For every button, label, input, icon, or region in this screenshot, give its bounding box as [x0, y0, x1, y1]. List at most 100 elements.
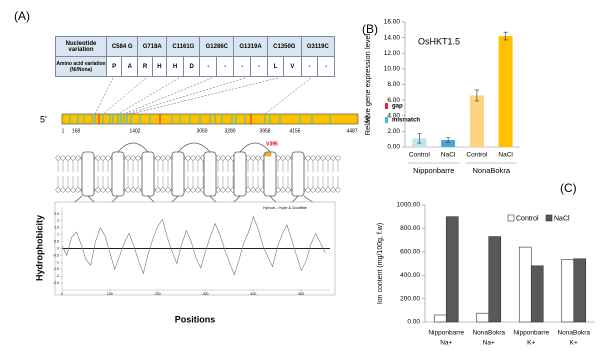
loop — [177, 142, 211, 153]
legend-swatch — [545, 214, 553, 222]
panel-label: (C) — [560, 181, 577, 195]
lipid-head — [60, 155, 66, 161]
x-tick-label: K+ — [527, 340, 535, 347]
x-tick-label: Control — [466, 152, 488, 159]
x-tick-label: 100 — [107, 292, 113, 296]
helix — [263, 151, 277, 197]
bar — [498, 36, 513, 147]
lipid-head — [190, 187, 196, 193]
y-tick-label: 1 — [57, 233, 59, 237]
x-tick-label: Na+ — [483, 340, 495, 347]
lipid-head — [160, 155, 166, 161]
cell: Amino acid variation (Ni/Nona) — [55, 56, 107, 77]
y-tick-label: -1.5 — [53, 267, 59, 271]
helix — [233, 151, 247, 197]
lipid-head — [135, 187, 141, 193]
lipid-head — [315, 155, 321, 161]
cell: - — [300, 56, 319, 77]
loop — [117, 142, 149, 153]
y-tick-label: 1.5 — [54, 226, 59, 230]
y-tick-label: 2.00 — [387, 128, 400, 135]
bar — [445, 216, 459, 323]
lipid-head — [225, 187, 231, 193]
cell: A — [121, 56, 139, 77]
map-position: 3050 — [196, 128, 207, 134]
membrane-label: V395 — [266, 141, 278, 147]
lipid-head — [165, 155, 171, 161]
y-axis-label: Relative gene expression level — [363, 33, 372, 135]
map-position: 1402 — [129, 128, 140, 134]
group-label: NonaBokra — [472, 166, 510, 175]
lipid-head — [95, 187, 101, 193]
cell: Nucleotide variation — [55, 36, 107, 57]
cell: - — [233, 56, 252, 77]
lipid-head — [65, 187, 71, 193]
y-tick-label: 1000.00 — [397, 202, 421, 209]
cell: - — [317, 56, 335, 77]
bar — [469, 95, 484, 147]
lipid-head — [315, 187, 321, 193]
lipid-head — [185, 155, 191, 161]
lipid-head — [250, 155, 256, 161]
y-tick-label: 600.00 — [400, 249, 420, 256]
plot-title: Hphob. / Kyte & Doolittle — [263, 205, 307, 210]
cell: C584 G — [105, 36, 139, 57]
helix — [81, 151, 95, 197]
x-tick-label: NaCl — [441, 152, 456, 159]
y-tick-label: -0.5 — [53, 253, 59, 257]
x-tick-label: 500 — [298, 292, 304, 296]
bar — [433, 314, 447, 323]
lipid-head — [250, 187, 256, 193]
lipid-head — [320, 155, 326, 161]
x-tick-label: 200 — [155, 292, 161, 296]
y-tick-label: 0.00 — [407, 319, 420, 326]
y-tick-label: 400.00 — [400, 272, 420, 279]
bar — [530, 265, 544, 323]
lipid-head — [215, 187, 221, 193]
lipid-head — [215, 155, 221, 161]
y-tick-label: -2 — [56, 274, 59, 278]
bar — [573, 258, 587, 323]
legend-swatch — [385, 103, 388, 109]
lipid-head — [310, 187, 316, 193]
lipid-head — [70, 155, 76, 161]
lipid-head — [330, 187, 336, 193]
x-tick-label: NaCl — [498, 152, 513, 159]
lipid-head — [130, 155, 136, 161]
cell: - — [199, 56, 218, 77]
helix — [111, 151, 125, 197]
lipid-head — [55, 187, 61, 193]
lipid-head — [130, 187, 136, 193]
lipid-head — [305, 155, 311, 161]
legend-label: Control — [516, 215, 539, 222]
y-tick-label: 4.00 — [387, 112, 400, 119]
y-tick-label: 14.00 — [384, 34, 401, 41]
y-axis-label: Ion content (mg/100g, f.w) — [377, 223, 384, 304]
lipid-head — [155, 187, 161, 193]
x-tick-label: K+ — [570, 340, 578, 347]
loop — [239, 142, 271, 153]
lipid-head — [95, 155, 101, 161]
panel-label: (B) — [362, 22, 378, 36]
y-tick-label: 200.00 — [400, 295, 420, 302]
lipid-head — [195, 155, 201, 161]
y-tick-label: 10.00 — [384, 66, 401, 73]
lipid-head — [275, 155, 281, 161]
lipid-head — [335, 187, 341, 193]
legend-label: NaCl — [554, 215, 570, 222]
y-tick-label: 2.5 — [54, 212, 59, 216]
lipid-head — [280, 155, 286, 161]
helix — [141, 151, 155, 197]
lipid-head — [310, 155, 316, 161]
y-tick-label: 16.00 — [384, 19, 401, 26]
bar — [518, 246, 532, 323]
cell: H — [151, 56, 168, 77]
cell: P — [105, 56, 123, 77]
lipid-head — [255, 187, 261, 193]
cell: C1161G — [166, 36, 201, 57]
y-tick-label: 800.00 — [400, 225, 420, 232]
x-tick-label: Nipponbarre — [513, 330, 549, 337]
x-tick-label: 400 — [251, 292, 257, 296]
